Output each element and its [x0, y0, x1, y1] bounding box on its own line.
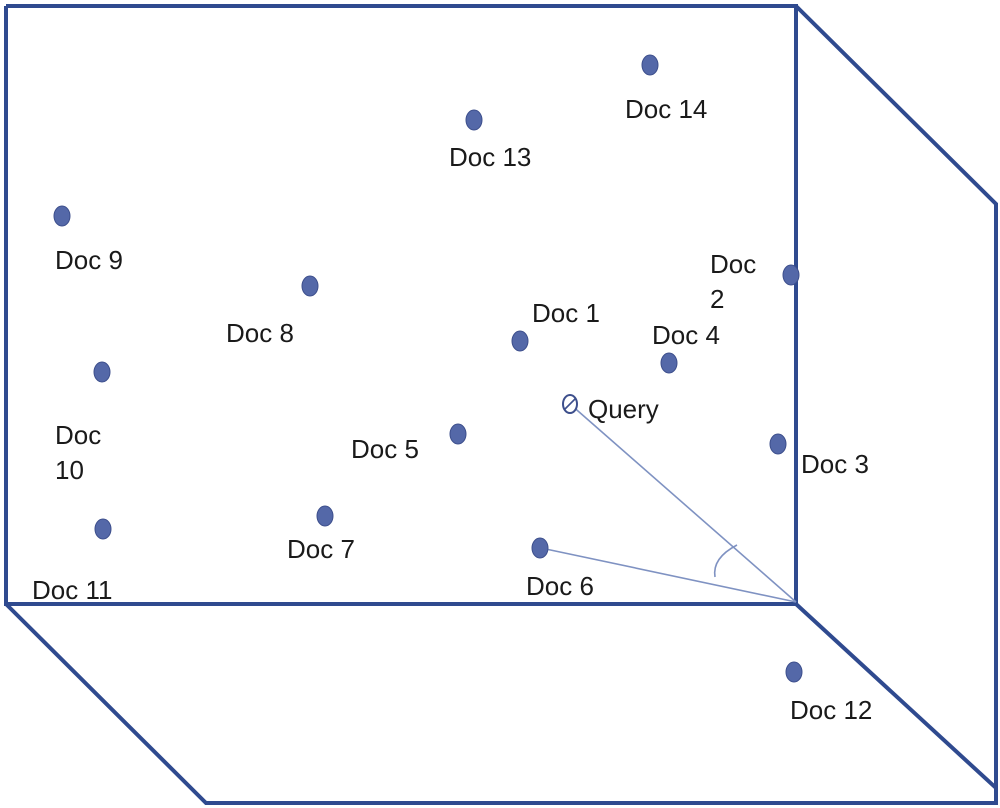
doc-3-point: Doc 3: [770, 434, 869, 479]
doc-12-marker: [786, 662, 802, 682]
doc-6-point: Doc 6: [526, 538, 594, 601]
doc-1-marker: [512, 331, 528, 351]
doc-6-label-line: Doc 6: [526, 571, 594, 601]
doc-5-point: Doc 5: [351, 424, 466, 464]
doc-10-marker: [94, 362, 110, 382]
doc-2-label-line: 2: [710, 284, 724, 314]
doc-13-point: Doc 13: [449, 110, 531, 172]
doc-13-marker: [466, 110, 482, 130]
doc-1-point: Doc 1: [512, 298, 600, 351]
doc-12-label-line: Doc 12: [790, 695, 872, 725]
doc-3-label: Doc 3: [801, 449, 869, 479]
query-vector: [570, 404, 796, 602]
doc-6-label: Doc 6: [526, 571, 594, 601]
query-label: Query: [588, 394, 659, 424]
doc-11-point: Doc 11: [32, 519, 112, 605]
doc-3-marker: [770, 434, 786, 454]
doc-2-label: Doc 2: [710, 249, 756, 314]
doc-1-label: Doc 1: [532, 298, 600, 328]
doc-14-marker: [642, 55, 658, 75]
doc-2-marker: [783, 265, 799, 285]
doc-9-point: Doc 9: [54, 206, 123, 275]
doc-14-point: Doc 14: [625, 55, 707, 124]
doc-3-label-line: Doc 3: [801, 449, 869, 479]
doc-4-label: Doc 4: [652, 320, 720, 350]
doc-14-label-line: Doc 14: [625, 94, 707, 124]
angle-arc: [715, 545, 737, 577]
doc-8-label: Doc 8: [226, 318, 294, 348]
doc-4-point: Doc 4: [652, 320, 720, 373]
doc-5-label-line: Doc 5: [351, 434, 419, 464]
doc-1-label-line: Doc 1: [532, 298, 600, 328]
query-point: Query: [563, 394, 659, 424]
doc-10-label-line: Doc: [55, 420, 101, 450]
doc-7-point: Doc 7: [287, 506, 355, 564]
box-wireframe: [6, 6, 996, 803]
doc-12-label: Doc 12: [790, 695, 872, 725]
doc-2-label-line: Doc: [710, 249, 756, 279]
right-face: [796, 6, 996, 788]
doc-9-label: Doc 9: [55, 245, 123, 275]
doc-8-point: Doc 8: [226, 276, 318, 348]
document-points: Doc 1 Doc 2 Doc 3 Doc 4 Doc 5 Doc 6 Doc 7 Doc 8 D…: [32, 55, 872, 725]
doc-13-label: Doc 13: [449, 142, 531, 172]
doc-14-label: Doc 14: [625, 94, 707, 124]
doc-7-label-line: Doc 7: [287, 534, 355, 564]
doc-8-marker: [302, 276, 318, 296]
doc-4-label-line: Doc 4: [652, 320, 720, 350]
doc-11-label: Doc 11: [32, 575, 112, 605]
doc-7-label: Doc 7: [287, 534, 355, 564]
doc-6-marker: [532, 538, 548, 558]
doc-10-label: Doc 10: [55, 420, 101, 485]
doc-7-marker: [317, 506, 333, 526]
doc-8-label-line: Doc 8: [226, 318, 294, 348]
doc-11-marker: [95, 519, 111, 539]
doc-9-marker: [54, 206, 70, 226]
doc-10-label-line: 10: [55, 455, 84, 485]
doc-2-point: Doc 2: [710, 249, 799, 314]
doc-5-marker: [450, 424, 466, 444]
doc-9-label-line: Doc 9: [55, 245, 123, 275]
doc-12-point: Doc 12: [786, 662, 872, 725]
doc-13-label-line: Doc 13: [449, 142, 531, 172]
doc-5-label: Doc 5: [351, 434, 419, 464]
doc-4-marker: [661, 353, 677, 373]
doc-10-point: Doc 10: [55, 362, 110, 485]
doc-11-label-line: Doc 11: [32, 575, 112, 605]
